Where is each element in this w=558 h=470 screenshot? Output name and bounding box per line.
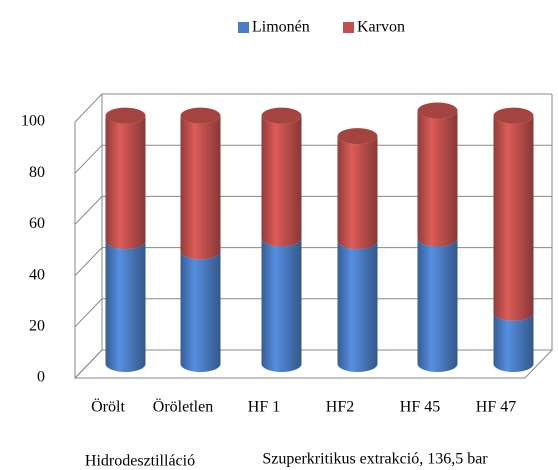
x-tick-label: Öröletlen bbox=[153, 398, 213, 416]
bar-segment bbox=[417, 110, 458, 247]
bar-cap bbox=[261, 107, 302, 124]
bar-cap bbox=[105, 107, 146, 124]
bar-segment bbox=[180, 251, 221, 372]
grid-line bbox=[74, 298, 552, 328]
x-tick-label: HF 1 bbox=[248, 399, 280, 416]
bar-segment bbox=[105, 115, 146, 250]
y-tick-label: 100 bbox=[21, 113, 45, 130]
x-tick-label: HF 47 bbox=[476, 399, 516, 416]
bar-cap bbox=[337, 128, 378, 145]
grid-line bbox=[74, 349, 552, 379]
y-tick-label: 0 bbox=[37, 369, 45, 386]
y-tick-label: 60 bbox=[29, 215, 45, 232]
bar-segment bbox=[337, 136, 378, 250]
bar-segment bbox=[337, 241, 378, 372]
floor bbox=[73, 349, 554, 379]
y-tick-label: 20 bbox=[29, 317, 45, 334]
bar-segment bbox=[417, 238, 458, 372]
x-tick-label: HF2 bbox=[326, 399, 354, 416]
back-wall bbox=[101, 94, 553, 351]
bar-cap bbox=[180, 107, 221, 124]
x-tick-label: HF 45 bbox=[400, 399, 440, 416]
grid-line bbox=[74, 93, 552, 123]
y-tick-label: 40 bbox=[29, 266, 45, 283]
bar-segment bbox=[180, 115, 221, 260]
y-tick-label: 80 bbox=[29, 164, 45, 181]
bar-segment bbox=[105, 241, 146, 372]
x-tick-label: Örölt bbox=[91, 398, 125, 416]
bar-cap bbox=[417, 102, 458, 119]
bar-segment bbox=[261, 115, 302, 247]
bar-segment bbox=[493, 312, 534, 372]
bar-segment bbox=[493, 115, 534, 321]
grid-line bbox=[74, 195, 552, 225]
bar-cap bbox=[493, 107, 534, 124]
group-label: Hidrodesztilláció bbox=[85, 453, 195, 470]
grid-line bbox=[74, 247, 552, 276]
group-label: Szuperkritikus extrakció, 136,5 bar bbox=[262, 451, 488, 468]
grid-line bbox=[74, 144, 552, 174]
legend-label: Karvon bbox=[357, 19, 405, 36]
legend-swatch bbox=[343, 22, 354, 33]
legend-label: Limonén bbox=[252, 19, 310, 36]
legend-swatch bbox=[238, 22, 249, 33]
bar-segment bbox=[261, 238, 302, 372]
